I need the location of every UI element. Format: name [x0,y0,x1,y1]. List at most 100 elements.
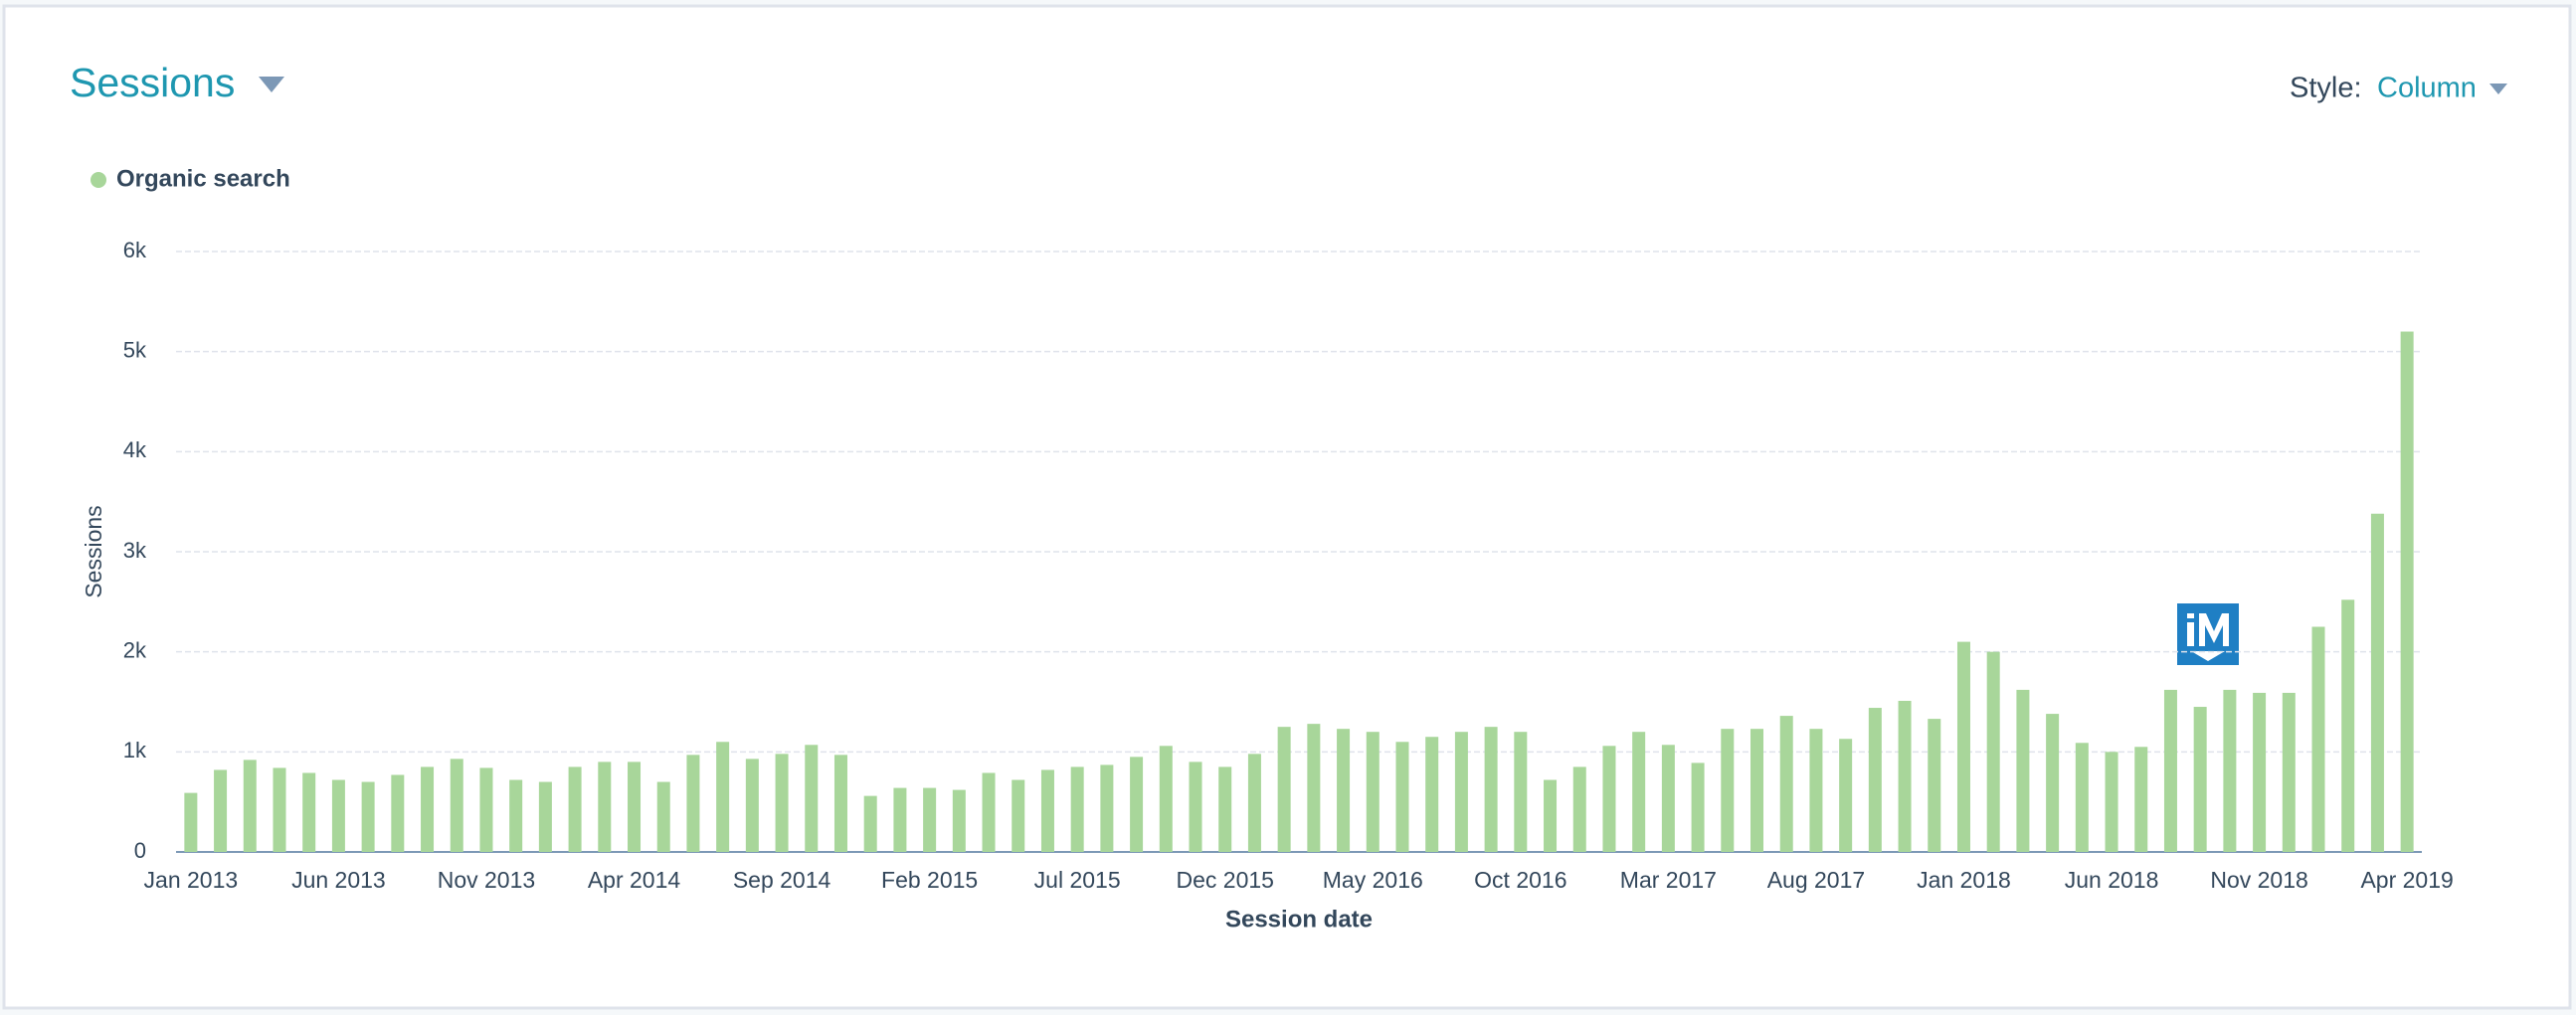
bar [1012,779,1025,852]
legend-swatch [91,172,106,188]
bar [184,792,198,852]
bar [391,774,405,852]
bar [863,795,877,852]
style-dropdown[interactable]: Column [2377,73,2477,104]
bar [1366,732,1380,852]
bar [1159,746,1173,852]
bar [538,781,552,852]
bar [2341,599,2355,852]
bar [1986,651,2000,852]
y-tick-label: 4k [123,437,147,462]
x-tick-label: May 2016 [1323,867,1423,893]
x-tick-label: Apr 2019 [2360,867,2453,893]
bar [656,781,670,852]
bar [716,742,730,852]
bar [331,779,345,852]
bar [1572,766,1586,852]
bar [214,769,228,852]
x-tick-label: Nov 2018 [2210,867,2307,893]
bar [568,766,582,852]
bar [2105,752,2118,852]
bar [805,745,819,852]
x-tick-label: Oct 2016 [1474,867,1566,893]
bar [923,787,937,852]
bar [2134,747,2148,852]
bar [509,779,523,852]
bar [2016,689,2030,852]
bar [1928,719,1941,852]
bar [273,767,286,852]
bar [598,761,612,852]
bar [1307,724,1321,852]
y-tick-label: 3k [123,538,147,563]
y-tick-label: 0 [134,838,146,863]
bar [1956,641,1970,852]
bar [1484,727,1498,852]
x-tick-label: Jun 2018 [2065,867,2159,893]
x-tick-label: Jan 2018 [1917,867,2011,893]
bar [1602,746,1616,852]
bar [243,760,257,852]
x-tick-label: Jul 2015 [1034,867,1121,893]
x-tick-label: Jan 2013 [144,867,239,893]
x-tick-label: Feb 2015 [881,867,978,893]
legend-label[interactable]: Organic search [116,165,290,192]
bar [1277,727,1291,852]
y-tick-label: 1k [123,738,147,762]
bar [1839,739,1853,852]
x-tick-label: Mar 2017 [1620,867,1717,893]
bar [2400,331,2414,852]
bar [421,766,435,852]
bar [1130,757,1144,852]
bar [302,772,316,852]
bar [893,787,907,852]
x-tick-label: Apr 2014 [588,867,681,893]
bar [1247,754,1261,852]
x-tick-label: Nov 2013 [438,867,535,893]
bar [2311,626,2325,852]
x-tick-label: Dec 2015 [1176,867,1273,893]
bar [1544,779,1558,852]
bar [2193,707,2207,852]
bar [1454,732,1468,852]
style-caret[interactable] [2489,84,2507,94]
y-tick-label: 5k [123,337,147,362]
bar [1218,766,1232,852]
bar [1691,762,1705,852]
bar [1750,729,1764,852]
style-label: Style: [2290,73,2362,104]
bar [1868,708,1882,852]
bar [952,789,966,852]
logo-part [2187,613,2194,618]
bar [1040,769,1054,852]
y-axis-title: Sessions [81,505,106,597]
x-tick-label: Sep 2014 [733,867,831,893]
bar [745,759,759,852]
bar [2046,714,2060,852]
bar [2253,692,2267,852]
bar [982,772,996,852]
logo-part [2199,613,2229,646]
y-tick-label: 2k [123,637,147,662]
report-title[interactable]: Sessions [70,60,235,105]
bar [450,759,463,852]
bar [361,781,375,852]
x-axis-title: Session date [1225,906,1373,932]
bar [1189,761,1202,852]
bar [2163,689,2177,852]
bar [1779,716,1793,852]
bar [2075,743,2089,852]
logo-part [2191,651,2225,661]
bar [1809,729,1823,852]
logo-part [2187,622,2194,646]
bar [2223,689,2237,852]
bar [775,754,789,852]
bar [1661,745,1675,852]
bar [628,761,642,852]
bar [1514,732,1528,852]
card [2,4,2572,1010]
title-caret[interactable] [259,77,284,92]
bar [2282,692,2296,852]
